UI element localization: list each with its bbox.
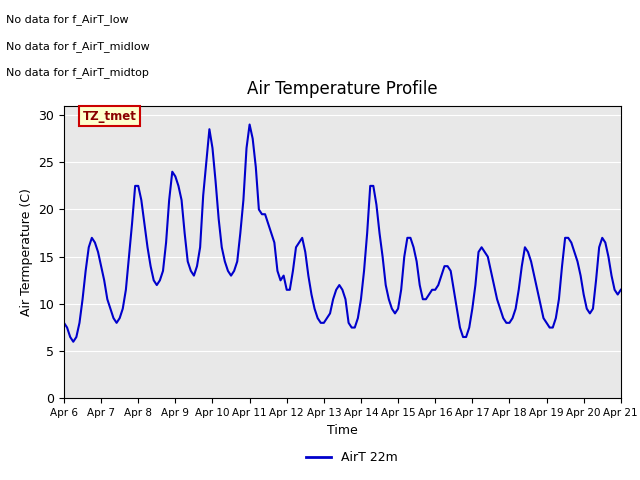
X-axis label: Time: Time [327,424,358,437]
Y-axis label: Air Termperature (C): Air Termperature (C) [20,188,33,316]
Text: No data for f_AirT_midlow: No data for f_AirT_midlow [6,41,150,52]
Legend: AirT 22m: AirT 22m [301,446,403,469]
Title: Air Temperature Profile: Air Temperature Profile [247,81,438,98]
Text: No data for f_AirT_midtop: No data for f_AirT_midtop [6,67,149,78]
Text: No data for f_AirT_low: No data for f_AirT_low [6,14,129,25]
Text: TZ_tmet: TZ_tmet [83,110,136,123]
